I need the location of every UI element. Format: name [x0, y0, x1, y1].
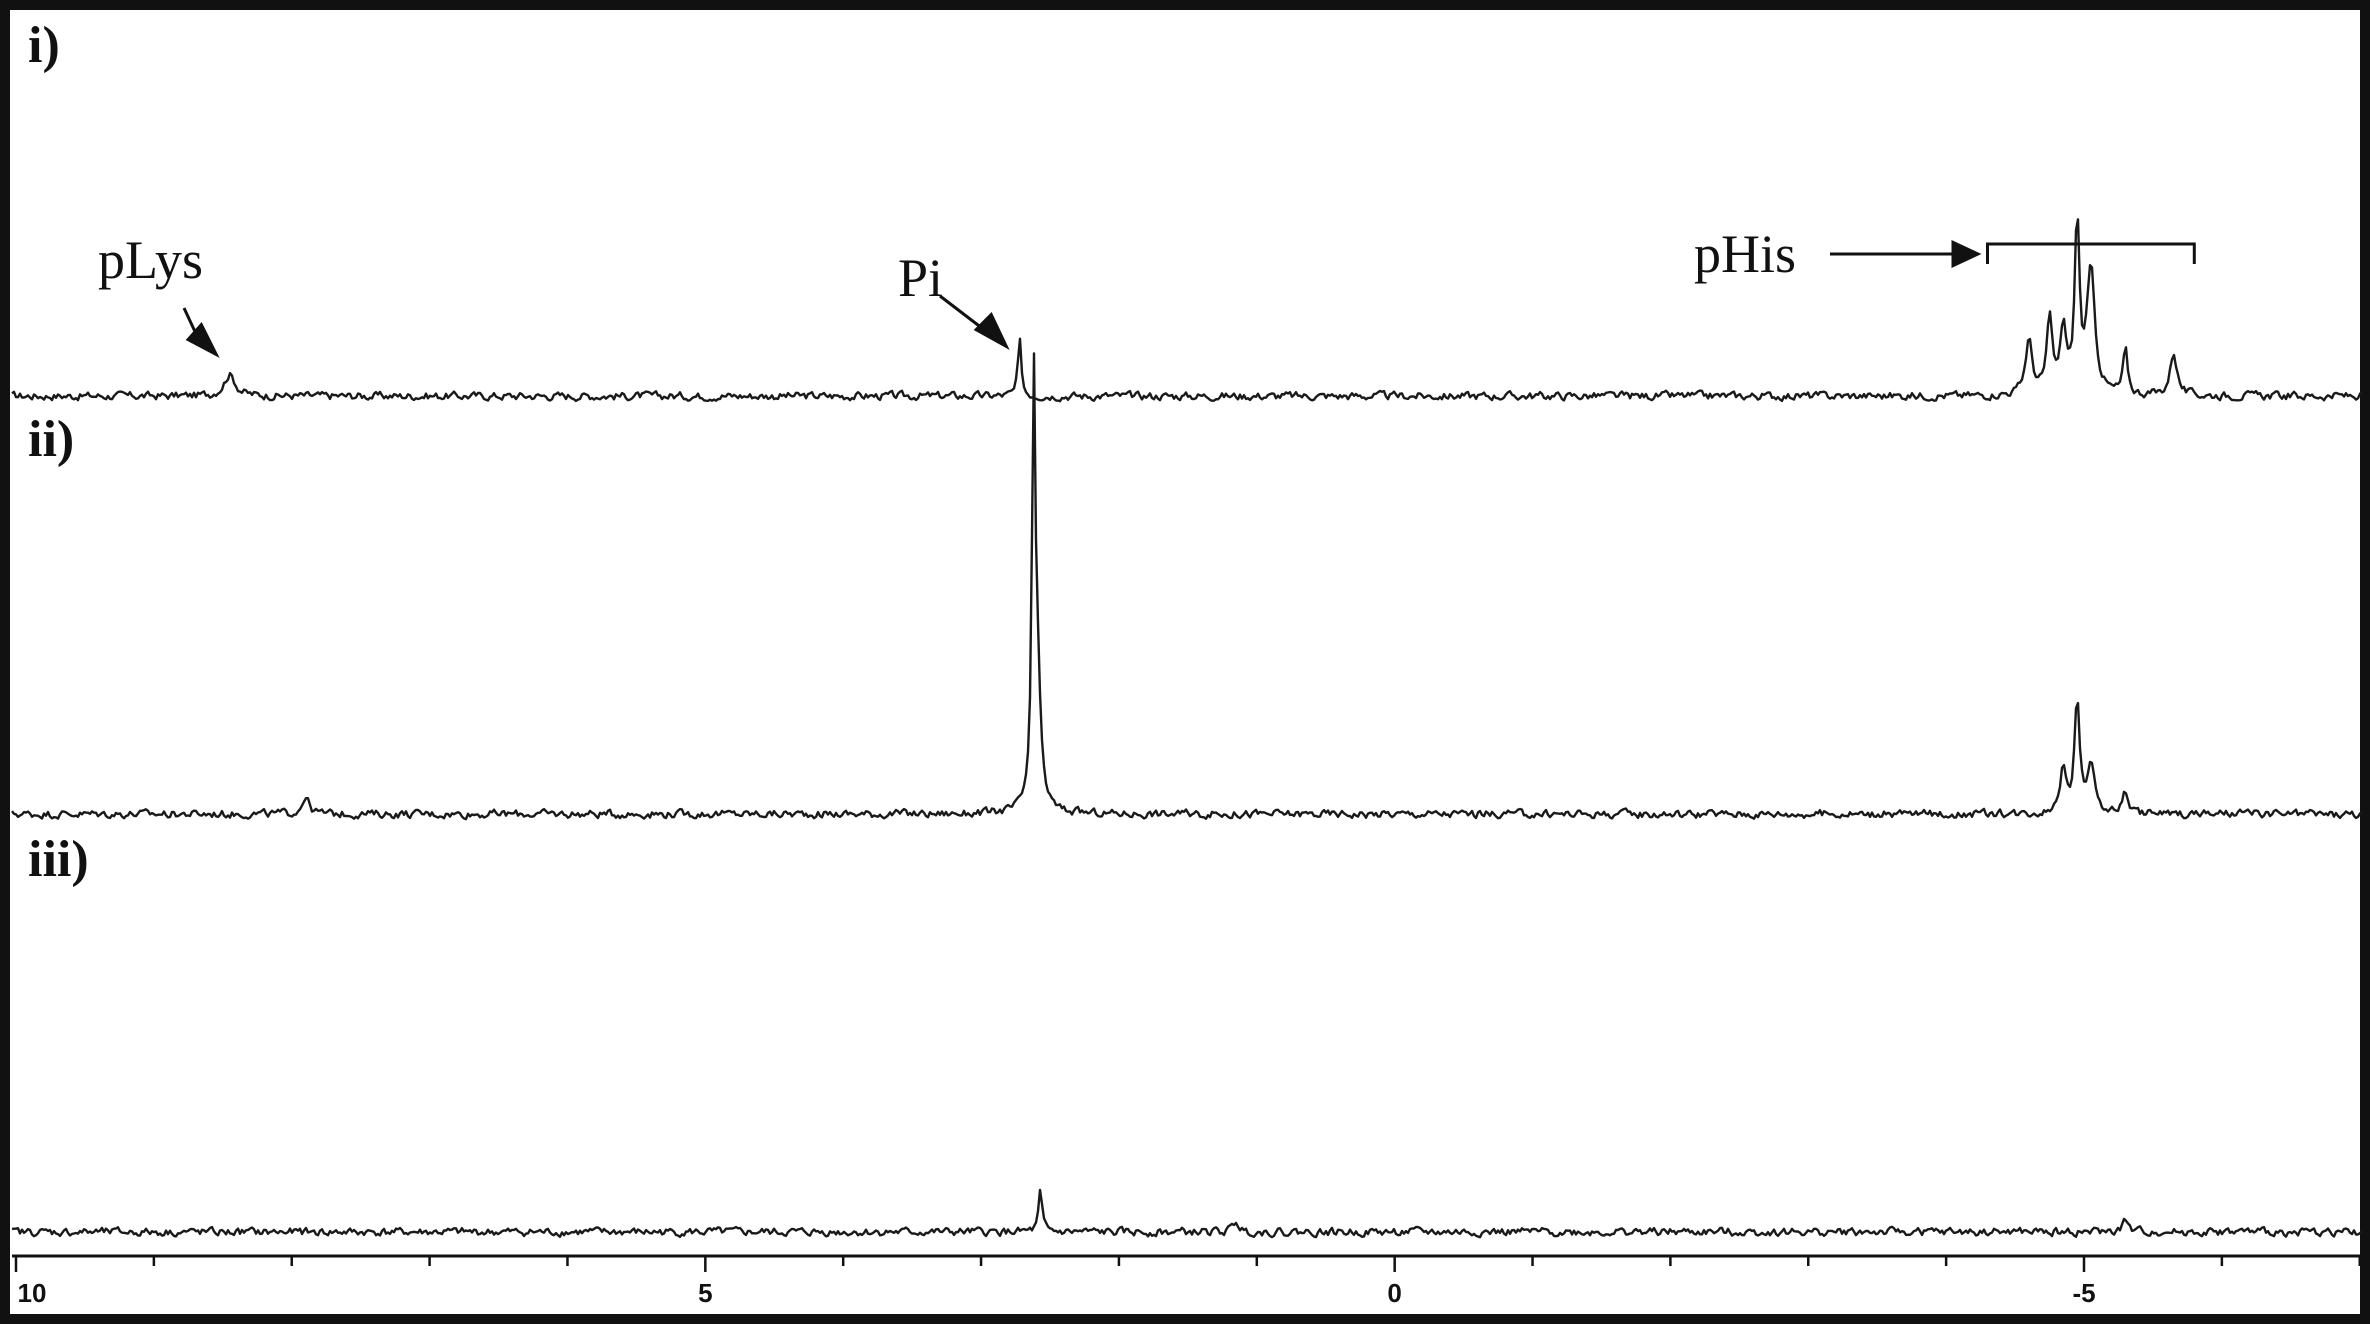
annotation-phis-label: pHis	[1694, 224, 1796, 284]
spectrum-trace-i	[11, 218, 2363, 403]
annotation-plys-label: pLys	[98, 230, 203, 290]
panel-label-i: i)	[28, 17, 60, 74]
annotation-pi-arrowhead	[973, 312, 1010, 350]
annotation-phis-arrowhead	[1951, 240, 1982, 268]
peak-annotations: pLys Pi pHis	[98, 224, 2196, 358]
x-tick-label: 0	[1387, 1278, 1401, 1308]
spectrum-trace-iii	[11, 1188, 2363, 1239]
annotation-phis-bracket	[1985, 242, 2196, 264]
annotation-pi-label: Pi	[898, 248, 943, 308]
x-tick-label: -5	[2072, 1278, 2095, 1308]
spectra-traces	[11, 218, 2363, 1239]
ppm-axis: 10 5 0 -5	[12, 1254, 2362, 1308]
panel-label-iii: iii)	[28, 831, 89, 888]
x-tick-label: 5	[698, 1278, 712, 1308]
x-tick-label: 10	[18, 1278, 47, 1308]
panel-label-ii: ii)	[28, 411, 74, 468]
annotation-plys-arrowhead	[185, 322, 220, 358]
panel-labels: i) ii) iii)	[28, 17, 89, 888]
spectrum-trace-ii	[11, 352, 2363, 821]
